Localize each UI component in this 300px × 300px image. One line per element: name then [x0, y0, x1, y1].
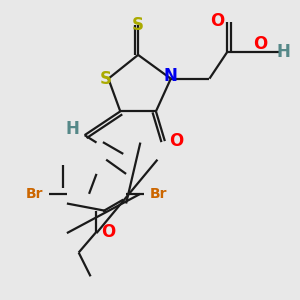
Text: O: O — [169, 132, 184, 150]
Text: H: H — [66, 120, 80, 138]
Text: Br: Br — [150, 187, 167, 201]
Text: O: O — [101, 223, 116, 241]
Text: O: O — [253, 35, 267, 53]
Text: S: S — [99, 70, 111, 88]
Text: O: O — [210, 12, 224, 30]
Text: N: N — [164, 67, 178, 85]
Text: Br: Br — [26, 187, 43, 201]
Text: H: H — [277, 43, 291, 61]
Text: S: S — [132, 16, 144, 34]
